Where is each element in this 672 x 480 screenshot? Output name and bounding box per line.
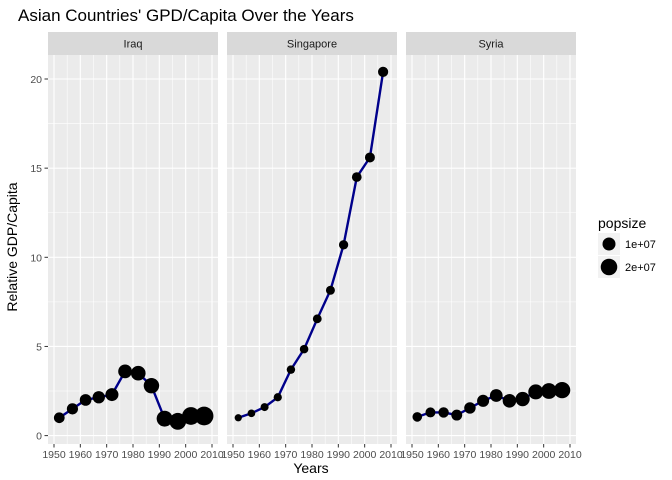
facet-panel-iraq: Iraq	[48, 32, 218, 444]
data-point	[260, 403, 269, 412]
data-point	[377, 66, 389, 77]
data-point	[299, 344, 309, 354]
data-point	[451, 409, 463, 421]
x-tick-label: 1980	[479, 449, 503, 461]
x-tick-label: 1950	[221, 449, 245, 461]
legend-label: 1e+07	[625, 239, 656, 251]
data-point	[92, 391, 105, 404]
x-tick-label: 2000	[174, 449, 198, 461]
data-point	[489, 389, 503, 402]
x-tick-label: 1970	[95, 449, 119, 461]
data-point	[247, 409, 256, 418]
x-tick-label: 1990	[506, 449, 530, 461]
y-tick-label: 5	[36, 341, 42, 353]
legend-title: popsize	[598, 215, 646, 231]
facet-label: Iraq	[124, 39, 143, 51]
data-point	[325, 285, 335, 295]
data-point	[553, 381, 571, 399]
x-tick-label: 1970	[274, 449, 298, 461]
x-tick-label: 2010	[558, 449, 582, 461]
legend-symbol	[600, 258, 618, 276]
x-tick-label: 1960	[69, 449, 93, 461]
data-point	[464, 402, 476, 414]
data-point	[66, 403, 79, 415]
data-point	[53, 412, 65, 424]
data-point	[312, 314, 322, 324]
y-tick-label: 20	[30, 74, 42, 86]
legend-entry: 1e+07	[598, 233, 656, 255]
data-point	[515, 391, 530, 407]
data-point	[182, 407, 200, 425]
data-point	[79, 394, 92, 406]
y-tick-label: 10	[30, 252, 42, 264]
data-point	[143, 377, 160, 394]
x-tick-label: 1980	[121, 449, 145, 461]
x-axis-title: Years	[293, 460, 328, 476]
x-tick-label: 1970	[453, 449, 477, 461]
facet-panel-syria: Syria	[406, 32, 576, 444]
facet-strip	[406, 32, 576, 55]
legend-items: 1e+07 2e+07	[598, 233, 656, 278]
legend-symbol	[602, 237, 616, 251]
data-point	[130, 365, 146, 381]
data-point	[528, 384, 544, 400]
data-point	[105, 388, 119, 402]
data-point	[438, 407, 449, 418]
data-point	[477, 394, 490, 407]
x-tick-label: 1990	[148, 449, 172, 461]
data-point	[502, 394, 517, 408]
facet-panel-singapore: Singapore	[227, 32, 397, 444]
facet-strip	[227, 32, 397, 55]
data-point	[194, 406, 214, 426]
y-tick-label: 15	[30, 163, 42, 175]
facet-label: Syria	[478, 39, 504, 51]
legend-label: 2e+07	[625, 262, 656, 274]
legend: popsize 1e+07 2e+07	[598, 215, 656, 278]
y-tick-label: 0	[36, 431, 42, 443]
data-point	[156, 410, 173, 427]
x-tick-label: 1960	[248, 449, 272, 461]
x-tick-label: 1960	[427, 449, 451, 461]
facet-label: Singapore	[287, 39, 337, 51]
data-point	[351, 172, 362, 182]
data-point	[234, 414, 242, 422]
x-tick-label: 1950	[42, 449, 66, 461]
facet-panels: Iraq Singapore Syria	[48, 32, 576, 444]
x-tick-label: 2010	[200, 449, 224, 461]
data-point	[338, 240, 349, 250]
x-tick-label: 1990	[327, 449, 351, 461]
x-tick-label: 1980	[300, 449, 324, 461]
data-point	[425, 407, 436, 418]
y-axis-title: Relative GDP/Capita	[4, 182, 20, 311]
y-axis: 0 5 10 15 20	[30, 74, 48, 443]
x-tick-label: 2000	[532, 449, 556, 461]
data-point	[541, 383, 557, 399]
x-tick-label: 1950	[400, 449, 424, 461]
data-point	[364, 152, 375, 163]
facet-strip	[48, 32, 218, 55]
x-tick-label: 2010	[379, 449, 403, 461]
data-point	[412, 412, 423, 422]
legend-entry: 2e+07	[598, 256, 656, 278]
data-point	[118, 364, 132, 379]
x-tick-label: 2000	[353, 449, 377, 461]
data-point	[169, 412, 187, 430]
data-point	[286, 365, 296, 374]
chart-title: Asian Countries' GPD/Capita Over the Yea…	[18, 6, 354, 25]
data-point	[273, 393, 282, 402]
